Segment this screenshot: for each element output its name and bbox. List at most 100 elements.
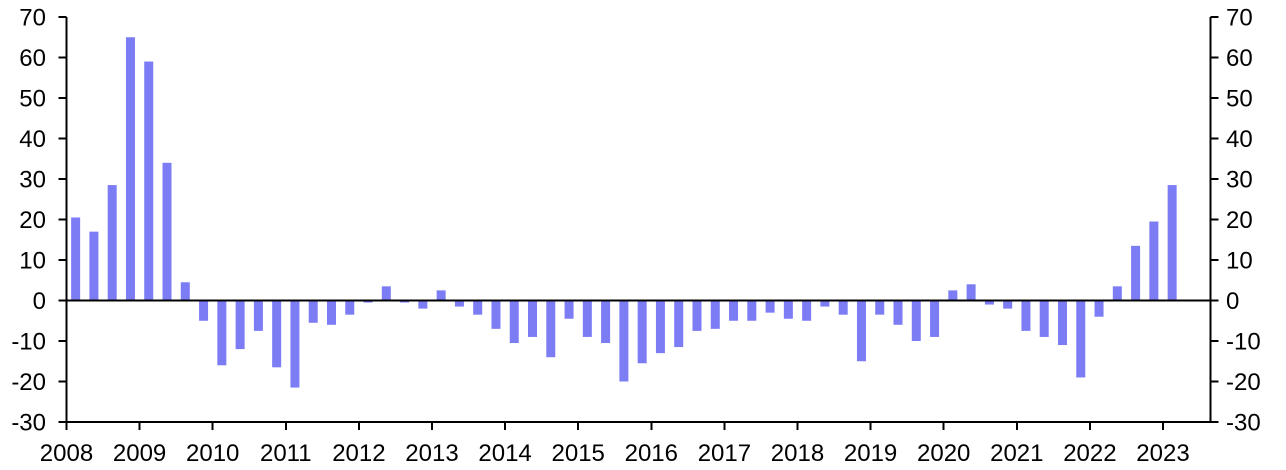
x-axis-label: 2017 [698, 440, 751, 467]
y-axis-label-right: 10 [1226, 248, 1253, 275]
y-axis-label-right: 30 [1226, 167, 1253, 194]
bar-2020-Q4 [1003, 300, 1013, 309]
bar-2013-Q1 [436, 290, 446, 301]
bar-2011-Q2 [308, 300, 318, 323]
bar-2016-Q3 [692, 300, 702, 331]
bar-2010-Q2 [235, 300, 245, 350]
y-axis-label-right: 0 [1226, 288, 1239, 315]
bar-2016-Q1 [655, 300, 665, 354]
bar-2009-Q4 [199, 300, 209, 321]
bar-2012-Q1 [363, 300, 373, 303]
y-axis-label-left: 30 [19, 167, 46, 194]
x-axis-label: 2019 [844, 440, 897, 467]
y-axis-label-left: 40 [19, 126, 46, 153]
x-axis-label: 2023 [1136, 440, 1189, 467]
x-axis-label: 2012 [332, 440, 385, 467]
bar-2017-Q4 [783, 300, 793, 319]
bar-2021-Q4 [1076, 300, 1086, 378]
x-axis-label: 2014 [478, 440, 531, 467]
bar-2013-Q4 [491, 300, 501, 329]
y-axis-label-right: 40 [1226, 126, 1253, 153]
bar-2019-Q2 [893, 300, 903, 325]
bar-2015-Q3 [619, 300, 629, 382]
y-axis-label-left: 60 [19, 45, 46, 72]
bar-2018-Q4 [856, 300, 866, 362]
bar-2011-Q4 [345, 300, 355, 315]
bar-2017-Q2 [747, 300, 757, 321]
bar-2018-Q2 [820, 300, 830, 307]
y-axis-label-right: 70 [1226, 5, 1253, 32]
bar-2013-Q2 [454, 300, 464, 307]
bar-2018-Q3 [838, 300, 848, 315]
bar-2009-Q2 [162, 162, 172, 301]
x-axis-label: 2009 [113, 440, 166, 467]
y-axis-label-left: 20 [19, 207, 46, 234]
y-axis-label-left: -10 [11, 329, 46, 356]
y-axis-label-right: -20 [1226, 369, 1261, 396]
bar-2020-Q3 [984, 300, 994, 305]
bar-2015-Q1 [582, 300, 592, 337]
bar-2016-Q2 [674, 300, 684, 348]
x-axis-label: 2010 [186, 440, 239, 467]
bar-2016-Q4 [710, 300, 720, 329]
bar-2018-Q1 [802, 300, 812, 321]
bar-2008-Q4 [125, 37, 135, 301]
x-axis-label: 2016 [625, 440, 678, 467]
bar-2012-Q2 [381, 286, 391, 301]
y-axis-label-right: 60 [1226, 45, 1253, 72]
bar-2009-Q1 [144, 61, 154, 301]
y-axis-label-left: 50 [19, 86, 46, 113]
x-axis-label: 2021 [990, 440, 1043, 467]
bar-2014-Q4 [564, 300, 574, 319]
x-axis-label: 2022 [1063, 440, 1116, 467]
bar-2019-Q1 [875, 300, 885, 315]
x-axis-label: 2011 [260, 440, 312, 467]
bar-2012-Q3 [400, 300, 410, 303]
bar-2011-Q1 [290, 300, 300, 388]
y-axis-label-left: -30 [11, 410, 46, 437]
y-axis-label-right: -10 [1226, 329, 1261, 356]
bar-2021-Q2 [1039, 300, 1049, 337]
bar-2020-Q2 [966, 284, 976, 301]
x-axis-label: 2015 [552, 440, 605, 467]
bar-2010-Q4 [272, 300, 282, 368]
bar-2017-Q1 [729, 300, 739, 321]
bar-2010-Q3 [253, 300, 263, 331]
y-axis-label-left: 0 [33, 288, 46, 315]
bar-2013-Q3 [473, 300, 483, 315]
x-axis-label: 2013 [405, 440, 458, 467]
x-axis-label: 2020 [917, 440, 970, 467]
bar-2021-Q1 [1021, 300, 1031, 331]
y-axis-label-right: -30 [1226, 410, 1261, 437]
bar-2015-Q2 [601, 300, 611, 344]
bar-2015-Q4 [637, 300, 647, 364]
bar-2014-Q1 [509, 300, 519, 344]
bar-2009-Q3 [180, 282, 190, 301]
y-axis-label-right: 50 [1226, 86, 1253, 113]
bar-2022-Q3 [1131, 245, 1141, 301]
bar-2022-Q1 [1094, 300, 1104, 317]
bar-2019-Q3 [911, 300, 921, 341]
bar-2011-Q3 [326, 300, 336, 325]
bar-2010-Q1 [217, 300, 227, 366]
bar-2012-Q4 [418, 300, 428, 309]
y-axis-label-right: 20 [1226, 207, 1253, 234]
bar-2014-Q3 [546, 300, 556, 358]
y-axis-label-left: -20 [11, 369, 46, 396]
bar-2022-Q4 [1149, 221, 1159, 301]
bar-2008-Q3 [107, 185, 117, 301]
bar-2021-Q3 [1057, 300, 1067, 346]
bar-2019-Q4 [930, 300, 940, 337]
bar-2017-Q3 [765, 300, 775, 313]
bar-2022-Q2 [1112, 286, 1122, 301]
x-axis-label: 2018 [771, 440, 824, 467]
bar-2008-Q2 [89, 231, 99, 301]
y-axis-label-left: 70 [19, 5, 46, 32]
bar-2020-Q1 [948, 290, 958, 301]
bar-2023-Q1 [1167, 185, 1177, 301]
y-axis-label-left: 10 [19, 248, 46, 275]
x-axis-label: 2008 [40, 440, 93, 467]
bar-2014-Q2 [528, 300, 538, 337]
